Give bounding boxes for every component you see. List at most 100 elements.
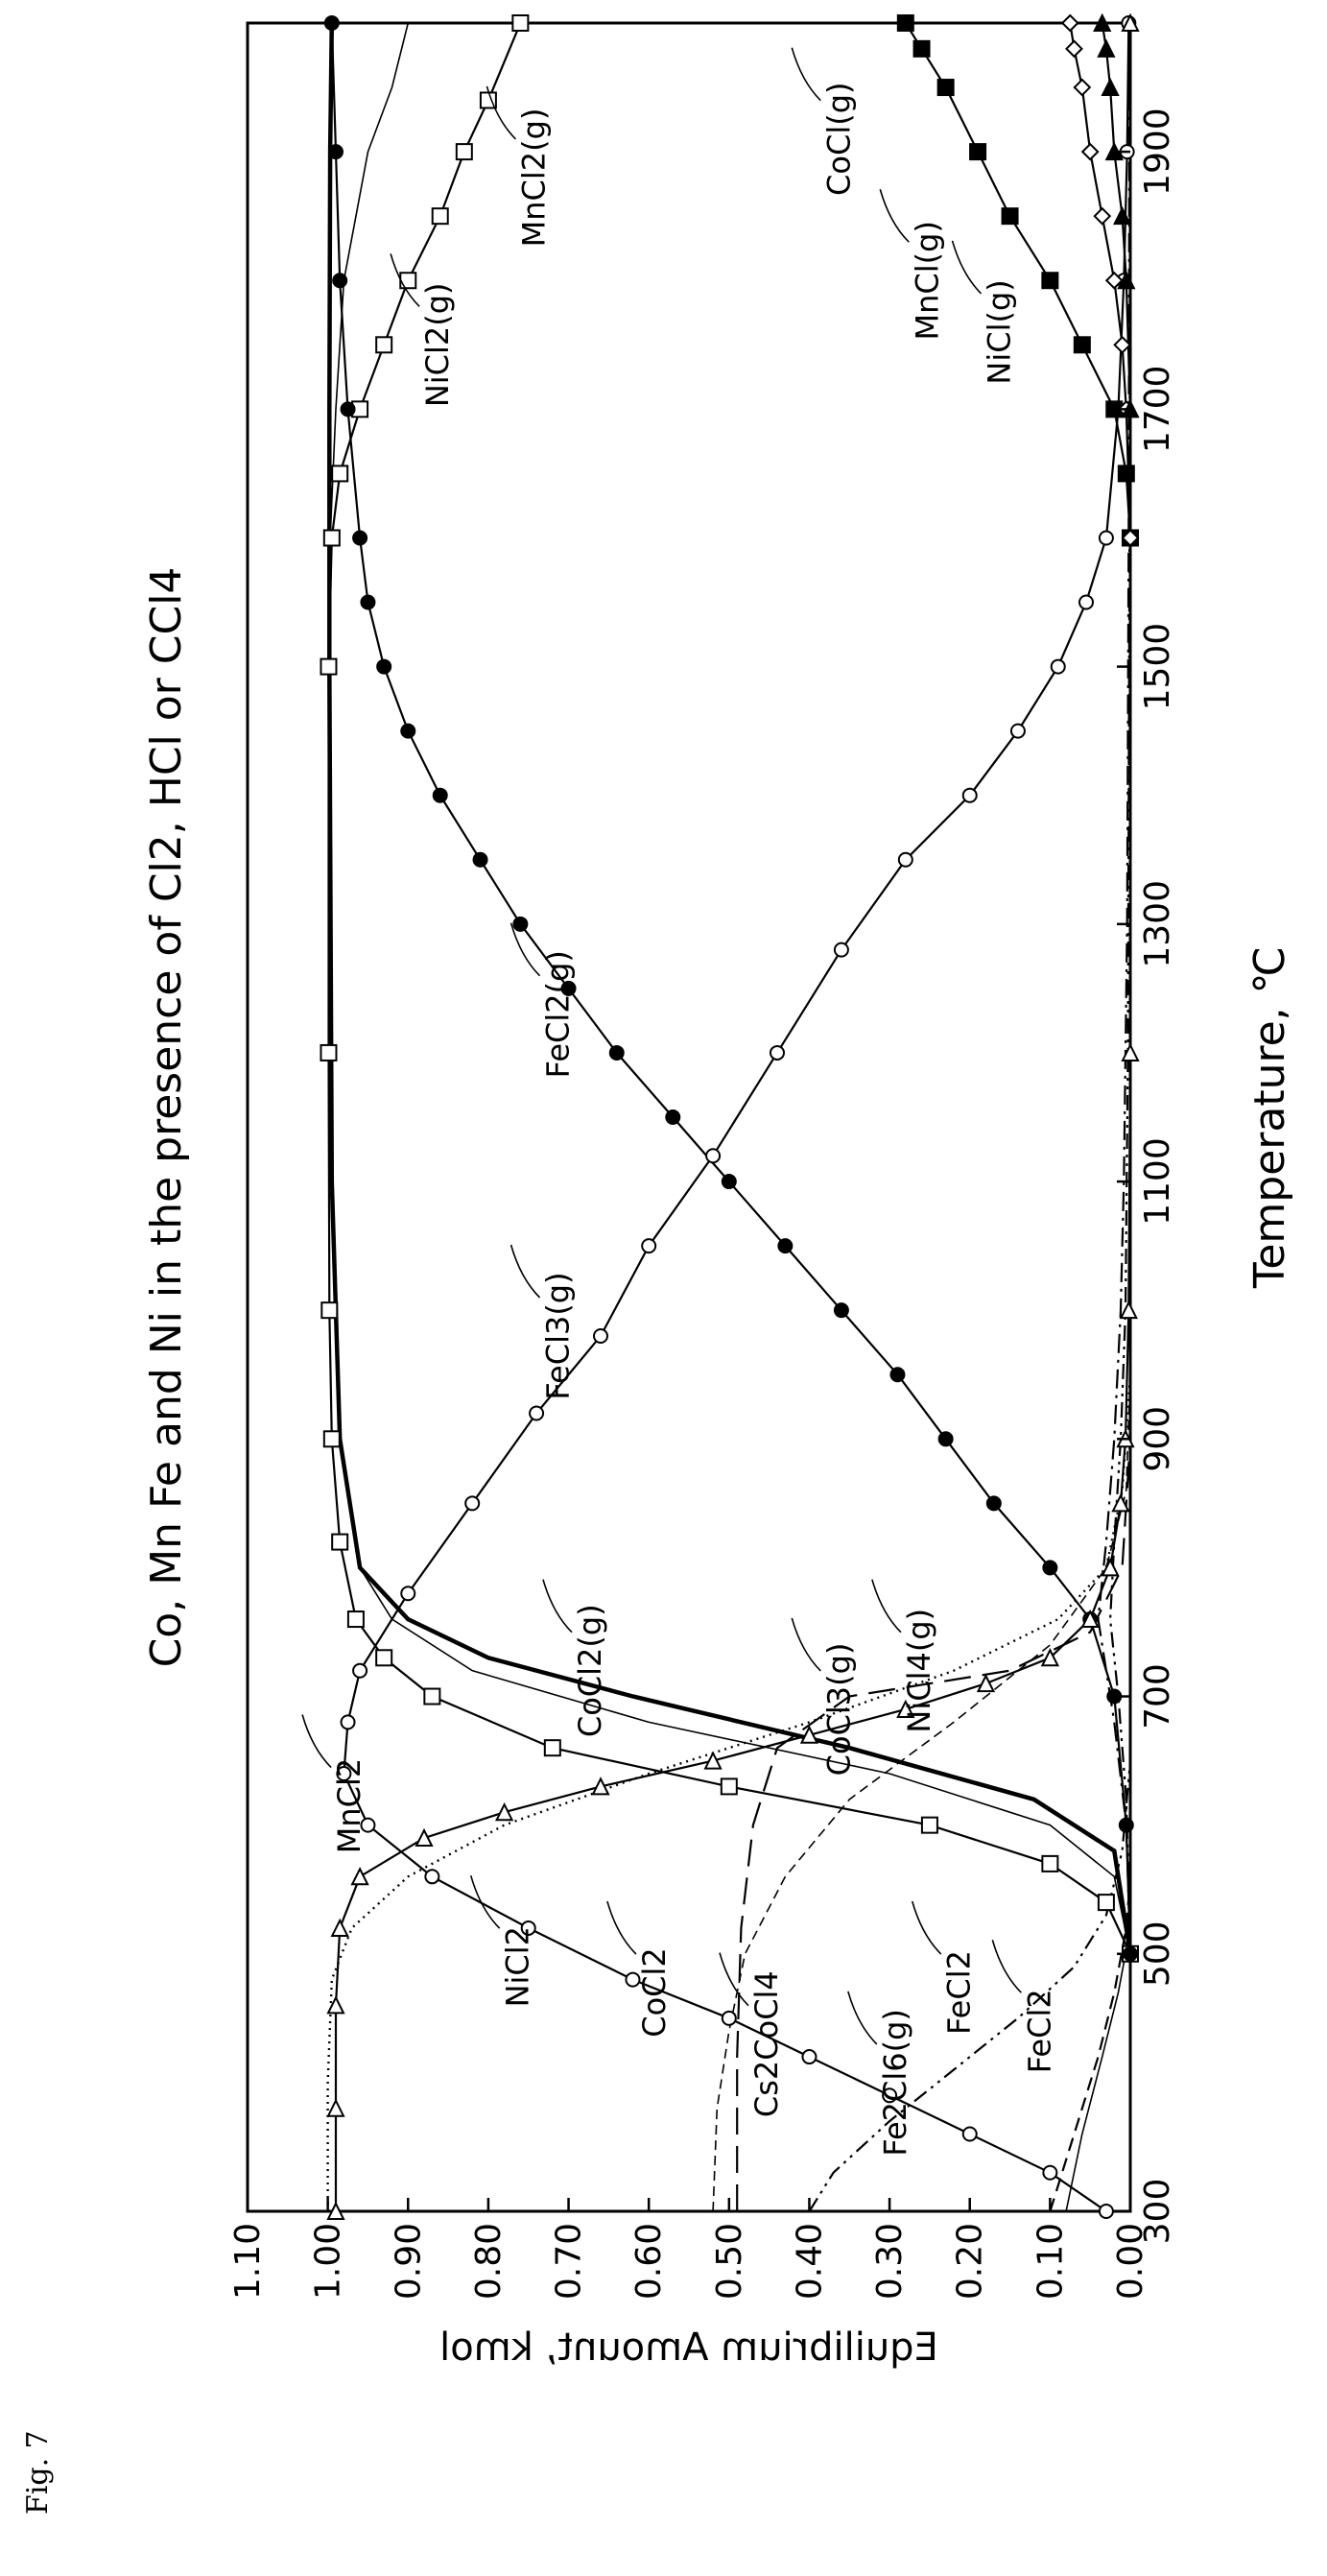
marker-fecl3-g-2-25 <box>1078 594 1094 610</box>
series-line-mncl2-3 <box>334 23 1132 2211</box>
marker-nicl2-g-0-4 <box>720 1777 738 1796</box>
y-tick-label-5: 0.50 <box>710 2223 749 2300</box>
marker-cocl-g-14-7 <box>936 79 955 97</box>
marker-nicl-g-16-2 <box>1113 205 1132 226</box>
marker-fecl3-g-2-23 <box>1009 723 1026 739</box>
marker-fecl2-g-1-12 <box>608 1044 625 1061</box>
series-line-cocl2-g-5 <box>327 22 1133 1955</box>
marker-nicl2-g-0-3 <box>920 1816 938 1834</box>
marker-fecl2-g-1-9 <box>777 1238 794 1254</box>
marker-nicl-g-16-5 <box>1097 38 1116 58</box>
marker-cocl-g-14-4 <box>1041 272 1059 290</box>
annotation-leader-4 <box>542 1579 573 1634</box>
annotation-fecl3-g-3: FeCl3(g) <box>540 1272 577 1399</box>
marker-mncl2-3-1 <box>326 2098 345 2117</box>
y-tick-label-9: 0.90 <box>389 2223 428 2300</box>
marker-nicl2-g-0-5 <box>543 1739 561 1757</box>
y-tick-label-1: 0.10 <box>1031 2223 1070 2300</box>
marker-cocl-g-14-6 <box>969 143 987 161</box>
annotation-leader-6 <box>871 1579 902 1634</box>
marker-nicl2-g-0-18 <box>399 272 417 290</box>
annotation-leader-16 <box>951 240 983 295</box>
annotation-nicl4-g-6: NiCl4(g) <box>901 1609 937 1733</box>
marker-fecl2-g-1-24 <box>323 15 340 31</box>
marker-fecl2-g-1-8 <box>833 1302 849 1319</box>
marker-mncl2-3-6 <box>495 1801 514 1822</box>
marker-fecl3-g-2-3 <box>882 2087 898 2104</box>
marker-fecl3-g-2-16 <box>593 1328 608 1344</box>
annotation-leader-0 <box>390 253 420 307</box>
marker-fecl2-g-1-4 <box>1042 1560 1058 1576</box>
x-tick-label-0: 300 <box>1138 2179 1177 2245</box>
y-tick-label-4: 0.40 <box>790 2223 829 2300</box>
marker-mncl2-3-11 <box>976 1673 996 1693</box>
annotation-leader-5 <box>791 1617 821 1672</box>
marker-fecl2-g-1-10 <box>721 1174 737 1190</box>
marker-fecl3-g-2-21 <box>897 851 913 868</box>
marker-mncl2-3-4 <box>350 1867 369 1886</box>
marker-fecl3-g-2-24 <box>1050 658 1066 675</box>
marker-fecl3-g-2-5 <box>721 2010 737 2026</box>
x-tick-label-2: 700 <box>1138 1663 1177 1729</box>
marker-fecl3-g-2-11 <box>340 1714 356 1730</box>
annotation-fecl2-g-2: FeCl2(g) <box>540 950 577 1078</box>
marker-fecl3-g-2-8 <box>424 1869 440 1885</box>
annotation-leader-10 <box>719 1952 749 2007</box>
marker-fecl3-g-2-19 <box>770 1044 785 1061</box>
marker-fecl2-g-1-15 <box>472 851 488 868</box>
marker-mncl2-3-7 <box>591 1777 610 1796</box>
annotation-mncl-g-15: MnCl(g) <box>909 221 945 340</box>
marker-fecl3-g-2-12 <box>352 1662 368 1679</box>
marker-mncl2-3-3 <box>330 1918 349 1937</box>
marker-fecl3-g-2-13 <box>400 1586 416 1602</box>
marker-nicl2-g-0-1 <box>1097 1894 1115 1912</box>
marker-nicl2-g-0-9 <box>331 1533 349 1551</box>
x-tick-label-7: 1700 <box>1138 366 1177 454</box>
marker-fecl3-g-2-15 <box>529 1405 545 1421</box>
series-line-cocl2-7 <box>712 23 1131 2212</box>
marker-fecl2-g-1-21 <box>340 401 356 417</box>
marker-nicl2-g-0-20 <box>455 143 473 161</box>
marker-mncl2-3-14 <box>1101 1558 1120 1577</box>
marker-mncl2-3-5 <box>415 1827 434 1848</box>
marker-nicl-g-16-1 <box>1117 271 1136 290</box>
marker-nicl2-g-0-2 <box>1041 1854 1059 1872</box>
marker-mncl2-3-10 <box>896 1699 915 1718</box>
x-axis-label: Temperature, ℃ <box>1245 946 1294 1289</box>
annotation-cs2cocl4-10: Cs2CoCl4 <box>748 1970 785 2117</box>
marker-mncl-g-15-5 <box>1080 142 1100 161</box>
annotation-leader-12 <box>991 1940 1022 1993</box>
y-tick-label-3: 0.30 <box>870 2223 910 2300</box>
x-tick-label-3: 900 <box>1138 1406 1177 1472</box>
marker-fecl3-g-2-7 <box>520 1920 536 1936</box>
y-tick-label-2: 0.20 <box>951 2223 990 2300</box>
annotation-nicl2-8: NiCl2 <box>500 1926 536 2007</box>
y-tick-label-8: 0.80 <box>469 2223 509 2300</box>
marker-fecl3-g-2-17 <box>641 1238 657 1254</box>
y-tick-label-6: 0.60 <box>629 2223 669 2300</box>
marker-nicl2-g-0-19 <box>431 207 449 226</box>
annotation-leader-11 <box>911 1900 942 1955</box>
marker-mncl-g-15-4 <box>1093 206 1112 226</box>
marker-fecl2-g-1-5 <box>985 1495 1002 1512</box>
x-tick-label-1: 500 <box>1138 1920 1177 1987</box>
annotation-fecl2-12: FeCl2 <box>1021 1989 1057 2073</box>
marker-nicl2-g-0-10 <box>322 1430 341 1448</box>
marker-fecl3-g-2-4 <box>801 2049 818 2065</box>
x-tick-label-4: 1100 <box>1138 1137 1177 1226</box>
annotation-leader-13 <box>847 1991 878 2045</box>
marker-mncl-g-15-6 <box>1073 78 1092 97</box>
y-tick-label-7: 0.70 <box>550 2223 589 2300</box>
annotation-leader-9 <box>606 1900 637 1955</box>
marker-fecl2-g-1-7 <box>889 1367 906 1383</box>
marker-mncl-g-15-0 <box>1121 529 1140 547</box>
series-line-fe2cl6-g-11 <box>808 23 1132 2212</box>
marker-mncl-g-15-2 <box>1113 335 1132 354</box>
marker-fecl3-g-2-22 <box>961 787 978 803</box>
annotation-leader-2 <box>509 922 541 977</box>
chart-title: Co, Mn Fe and Ni in the presence of Cl2,… <box>142 567 191 1668</box>
marker-nicl2-g-0-17 <box>375 336 393 354</box>
marker-fecl3-g-2-2 <box>961 2126 978 2142</box>
annotation-cocl2-9: CoCl2 <box>636 1947 673 2038</box>
